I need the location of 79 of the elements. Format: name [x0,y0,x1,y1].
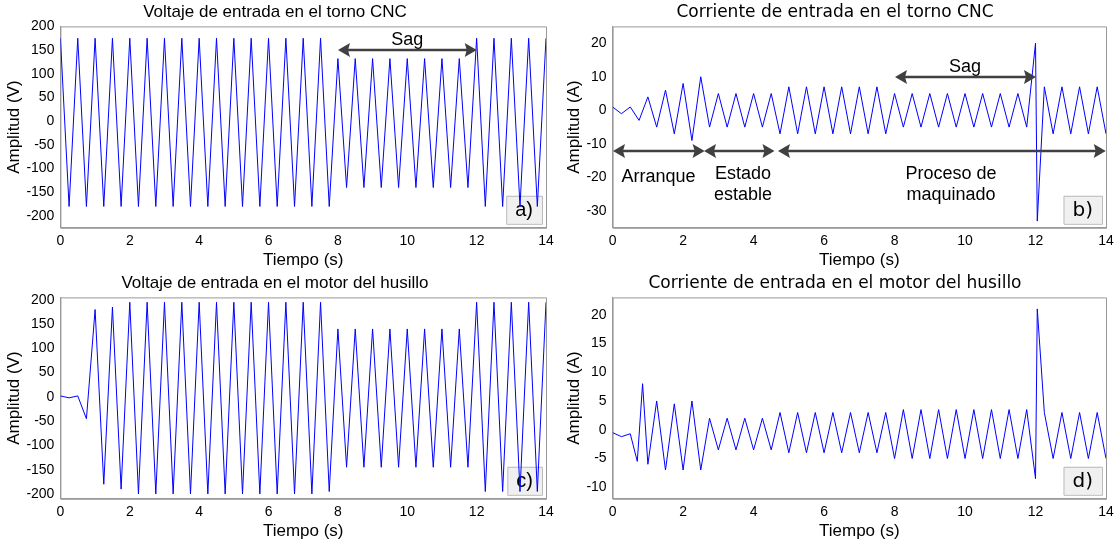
x-axis-title: Tiempo (s) [262,250,344,270]
annotation: Sag [949,55,982,76]
y-tick-label: 100 [31,64,55,81]
y-tick-label: 150 [31,314,55,331]
y-tick-label: 10 [591,67,607,84]
x-tick-label: 14 [1098,503,1114,520]
x-tick-label: 8 [890,503,899,520]
y-tick-label: -30 [586,201,607,218]
y-tick-label: 50 [38,88,55,105]
x-tick-label: 12 [468,232,485,249]
x-tick-label: 4 [749,232,758,249]
x-tick-label: 4 [195,232,204,249]
x-tick-label: 6 [264,503,273,520]
y-tick-label: -100 [26,159,55,176]
x-tick-label: 2 [125,232,134,249]
y-tick-label: 0 [598,101,607,118]
x-tick-label: 12 [1027,232,1044,249]
x-tick-label: 14 [1098,232,1114,249]
x-tick-label: 10 [957,232,974,249]
chart-title: Corriente de entrada en el torno CNC [676,0,994,21]
annotation: Estado estable [714,162,773,204]
chart-title: Corriente de entrada en el motor del husillo [648,271,1022,292]
x-axis-title: Tiempo (s) [819,250,900,270]
x-tick-label: 6 [264,232,273,249]
y-tick-label: 5 [598,391,607,408]
y-tick-label: -5 [594,449,607,466]
y-axis-title: Amplitud (V) [3,80,23,174]
y-tick-label: -50 [34,135,55,152]
y-axis-title: Amplitud (A) [563,351,583,445]
y-tick-label: -200 [26,484,55,501]
y-tick-label: 200 [31,17,55,34]
x-axis-title: Tiempo (s) [819,521,900,541]
chart-title: Voltaje de entrada en el motor del husillo [121,272,429,292]
y-tick-label: 100 [31,339,55,356]
chart-title: Voltaje de entrada en el torno CNC [143,1,407,21]
annotation: b) [1072,197,1093,221]
x-tick-label: 8 [334,503,342,520]
y-tick-label: 20 [591,34,607,51]
x-tick-label: 2 [679,503,688,520]
y-tick-label: 20 [591,305,607,322]
annotation: Sag [391,28,424,49]
annotation: Arranque [621,166,696,187]
x-tick-label: 12 [468,503,485,520]
x-tick-label: 10 [399,232,416,249]
y-tick-label: 15 [591,334,607,351]
annotation: a) [515,198,534,221]
y-axis-title: Amplitud (V) [3,351,23,445]
y-tick-label: -10 [586,134,607,151]
y-tick-label: -100 [26,436,55,453]
x-tick-label: 4 [195,503,204,520]
y-tick-label: -200 [26,206,55,223]
x-tick-label: 14 [538,232,554,249]
y-tick-label: -150 [26,460,55,477]
x-tick-label: 2 [679,232,688,249]
x-tick-label: 10 [957,503,974,520]
x-axis-title: Tiempo (s) [262,521,344,541]
x-tick-label: 4 [749,503,758,520]
y-tick-label: -150 [26,183,55,200]
y-tick-label: -20 [586,168,607,185]
x-tick-label: 6 [820,232,829,249]
y-tick-label: -10 [586,478,607,495]
y-tick-label: 150 [31,40,55,57]
y-tick-label: 50 [38,363,55,380]
y-tick-label: 0 [598,420,607,437]
y-tick-label: -50 [34,412,55,429]
x-tick-label: 8 [334,232,342,249]
x-tick-label: 12 [1027,503,1044,520]
x-tick-label: 14 [538,503,554,520]
y-tick-label: 200 [31,290,55,307]
x-tick-label: 2 [125,503,134,520]
y-axis-title: Amplitud (A) [563,80,583,174]
y-tick-label: 10 [591,363,607,380]
x-tick-label: 10 [399,503,416,520]
x-tick-label: 8 [890,232,899,249]
y-tick-label: 0 [46,387,55,404]
x-tick-label: 6 [820,503,829,520]
annotation: d) [1072,468,1093,492]
annotation: Proceso de maquinado [905,162,997,204]
y-tick-label: 0 [46,112,55,129]
